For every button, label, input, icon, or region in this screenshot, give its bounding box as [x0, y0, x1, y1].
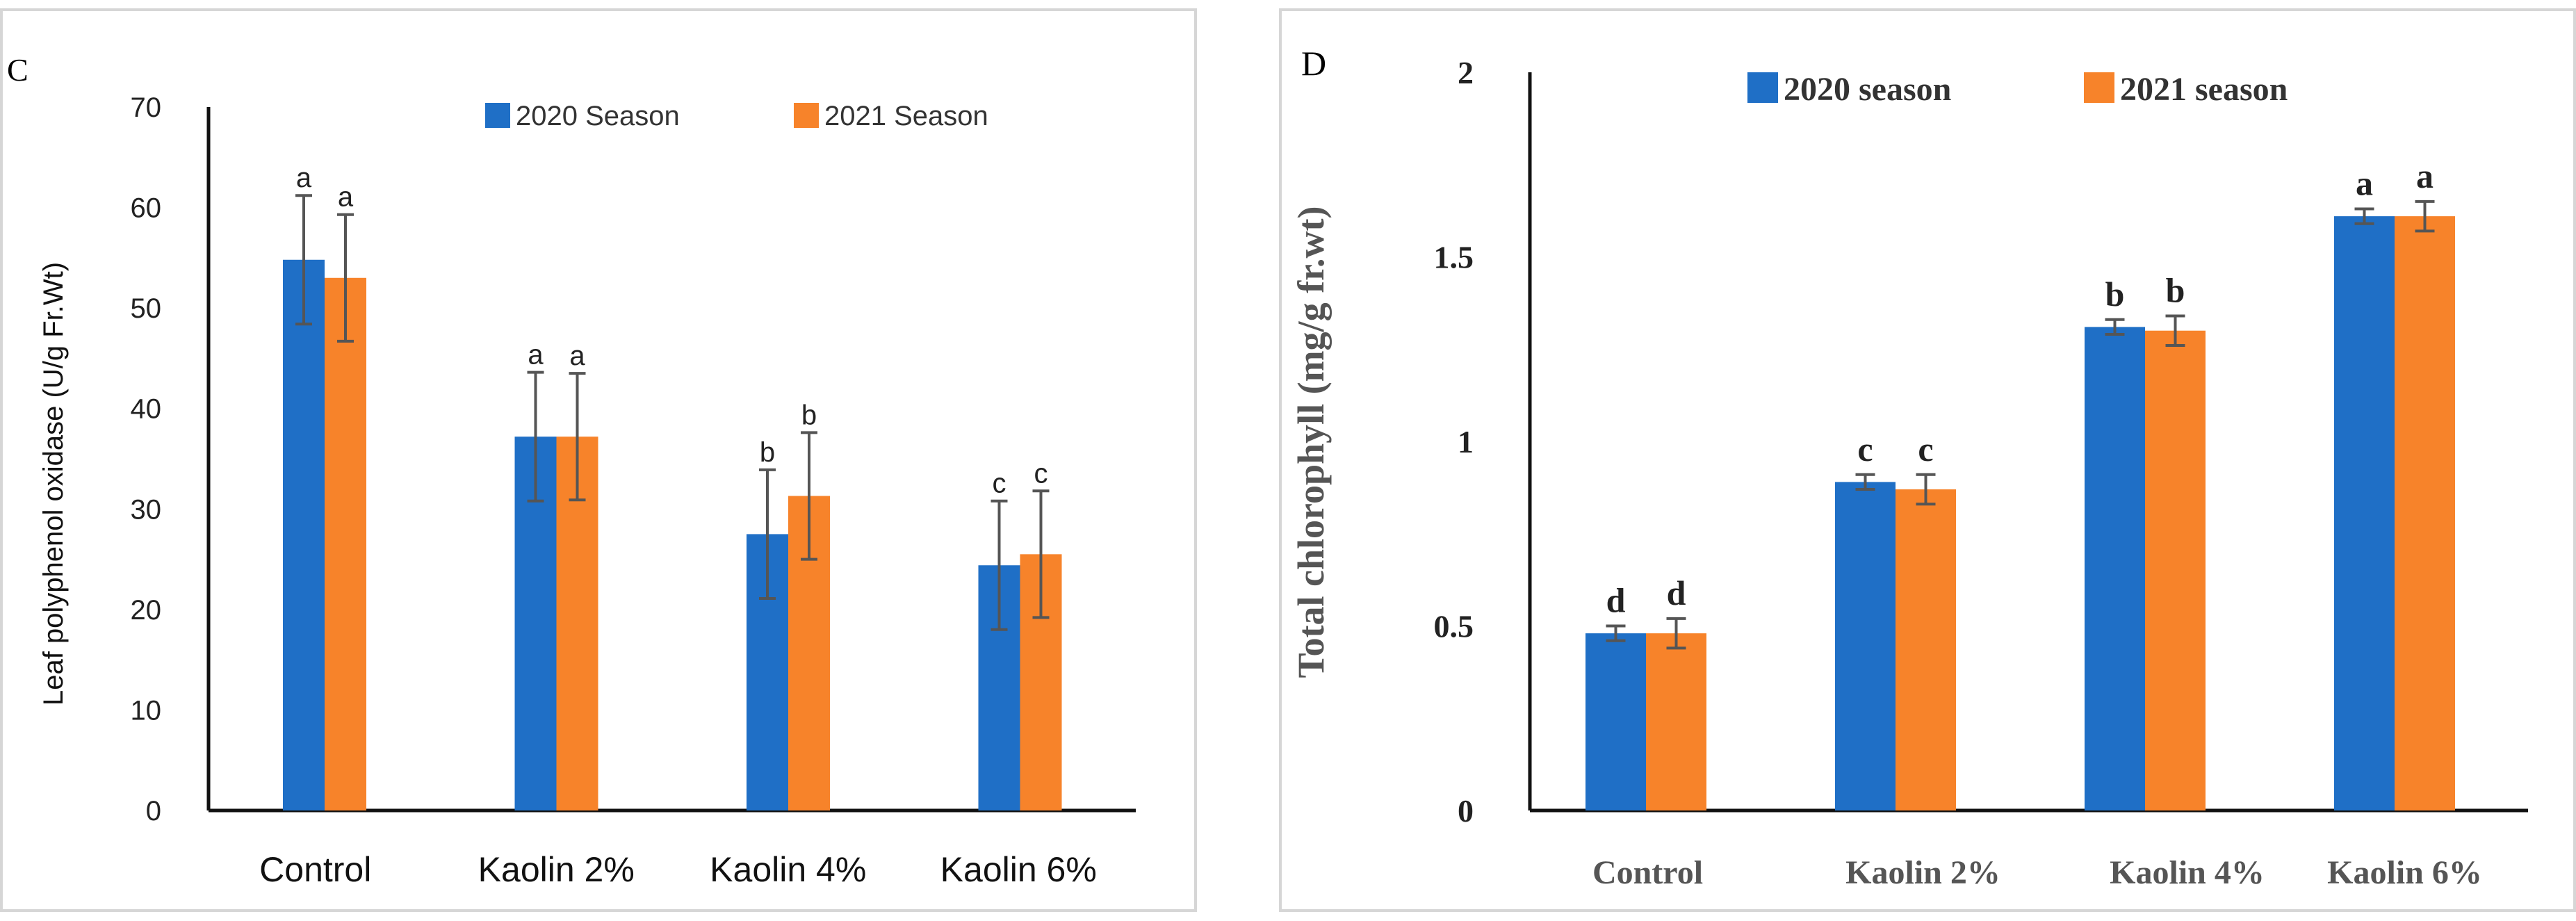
chart-d-svg: D 0 0.5 1 1.5 2 Total chlorophyll (mg/g fr.wt)… [1290, 44, 2528, 891]
y-tick-label: 50 [131, 293, 162, 324]
significance-letter: a [528, 340, 544, 370]
significance-letter: b [2105, 275, 2125, 313]
bar-series1 [283, 259, 325, 811]
significance-letter: c [1034, 458, 1048, 489]
significance-letter: b [801, 400, 817, 430]
significance-letter: c [1918, 430, 1933, 468]
y-tick-label: 60 [131, 193, 162, 224]
bar-series1 [2334, 216, 2395, 811]
panel-letter: C [7, 52, 28, 88]
panel-letter: D [1301, 44, 1326, 83]
y-tick-label: 20 [131, 595, 162, 626]
bar-series1 [1585, 633, 1646, 810]
legend-label: 2020 Season [516, 101, 680, 131]
y-axis-label: Leaf polyphenol oxidase (U/g Fr.Wt) [38, 262, 69, 706]
chart-c-svg: C 0 10 20 30 40 50 60 70 Leaf polyphenol oxidase … [7, 52, 1136, 889]
y-axis-label: Total chlorophyll (mg/g fr.wt) [1290, 206, 1332, 678]
legend-swatch [485, 103, 510, 128]
bar-series2 [2145, 330, 2206, 810]
x-tick-label: Kaolin 6% [940, 850, 1097, 889]
significance-letter: c [993, 468, 1006, 499]
y-tick-label: 2 [1458, 55, 1474, 90]
chart-panel-d: D 0 0.5 1 1.5 2 Total chlorophyll (mg/g fr.wt)… [1279, 8, 2576, 912]
y-tick-label: 0 [1458, 793, 1474, 829]
legend-label: 2021 Season [824, 101, 988, 131]
x-tick-label: Control [1592, 854, 1703, 891]
legend-swatch [2084, 72, 2114, 103]
chart-panel-c: C 0 10 20 30 40 50 60 70 Leaf polyphenol oxidase … [0, 8, 1197, 912]
x-tick-label: Control [259, 850, 371, 889]
x-tick-label: Kaolin 6% [2327, 854, 2482, 891]
bar-series2 [325, 277, 366, 810]
bar-series2 [1896, 489, 1956, 810]
x-tick-label: Kaolin 4% [710, 850, 866, 889]
significance-letter: a [2356, 163, 2373, 202]
legend-label: 2021 season [2120, 71, 2288, 108]
bar-series2 [2395, 216, 2455, 811]
bar-series1 [2085, 327, 2145, 810]
y-tick-label: 10 [131, 695, 162, 726]
x-tick-label: Kaolin 2% [478, 850, 635, 889]
y-tick-label: 0.5 [1434, 609, 1474, 644]
y-tick-label: 70 [131, 92, 162, 123]
significance-letter: c [1857, 430, 1873, 468]
y-tick-label: 0 [146, 796, 161, 826]
bar-series1 [1835, 482, 1896, 810]
significance-letter: b [760, 437, 775, 468]
y-tick-label: 40 [131, 394, 162, 425]
legend-swatch [1747, 72, 1778, 103]
y-tick-label: 1 [1458, 424, 1474, 459]
significance-letter: d [1606, 581, 1626, 620]
y-tick-label: 1.5 [1434, 240, 1474, 275]
significance-letter: a [569, 341, 585, 371]
significance-letter: a [338, 182, 354, 213]
bar-series2 [1646, 633, 1706, 810]
legend-swatch [794, 103, 819, 128]
legend-label: 2020 season [1784, 71, 1951, 108]
significance-letter: a [296, 163, 312, 193]
x-tick-label: Kaolin 2% [1845, 854, 2000, 891]
y-tick-label: 30 [131, 494, 162, 525]
significance-letter: b [2166, 270, 2185, 309]
significance-letter: a [2416, 156, 2434, 195]
significance-letter: d [1667, 573, 1686, 612]
x-tick-label: Kaolin 4% [2110, 854, 2265, 891]
